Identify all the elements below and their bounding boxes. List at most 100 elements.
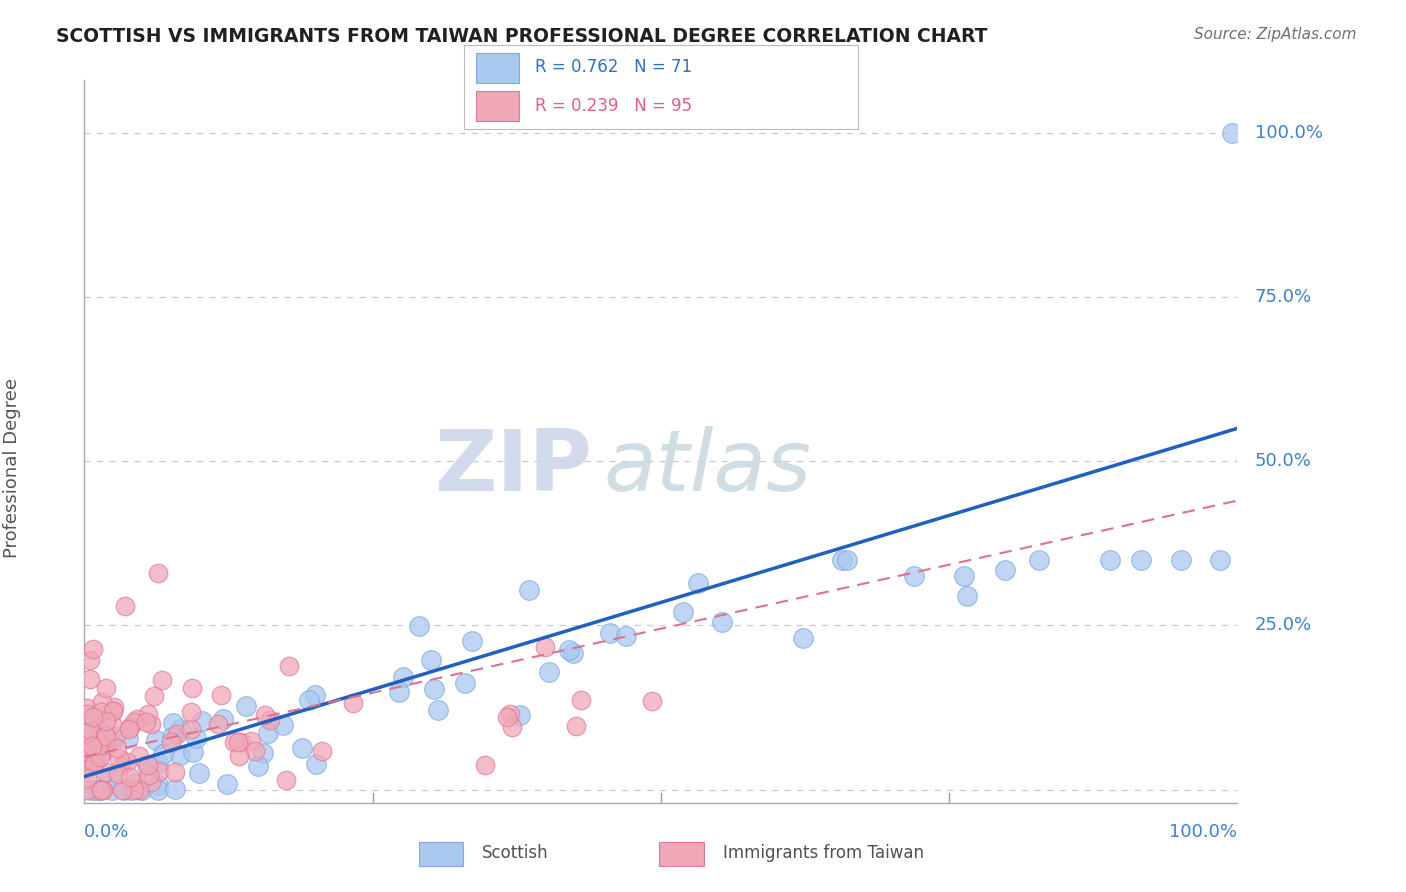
Point xyxy=(97,770,120,784)
Point xyxy=(209,688,232,702)
Point xyxy=(160,730,183,744)
Point xyxy=(90,782,112,797)
Point xyxy=(90,738,112,752)
Point xyxy=(114,599,136,613)
Point xyxy=(89,782,111,797)
Point xyxy=(565,719,588,733)
Text: Scottish: Scottish xyxy=(482,844,548,862)
Point xyxy=(148,566,170,580)
Point xyxy=(138,767,160,781)
Point xyxy=(956,589,979,603)
Point xyxy=(159,735,181,749)
Point xyxy=(115,756,138,770)
Point xyxy=(80,739,103,754)
Point xyxy=(148,764,170,778)
Point xyxy=(165,765,187,780)
Point xyxy=(122,714,145,729)
Point xyxy=(89,722,111,736)
Point xyxy=(169,722,191,736)
Point xyxy=(1130,553,1153,567)
Text: R = 0.239   N = 95: R = 0.239 N = 95 xyxy=(534,96,692,114)
Point xyxy=(91,695,114,709)
Text: Immigrants from Taiwan: Immigrants from Taiwan xyxy=(723,844,924,862)
Point xyxy=(240,734,263,748)
FancyBboxPatch shape xyxy=(475,54,519,83)
Text: 75.0%: 75.0% xyxy=(1254,288,1312,306)
Point xyxy=(125,775,148,789)
Point xyxy=(215,777,238,791)
Point xyxy=(599,626,621,640)
Point xyxy=(82,710,104,724)
Point xyxy=(82,782,104,797)
Point xyxy=(291,741,314,756)
Point xyxy=(111,782,134,797)
Point xyxy=(80,723,103,738)
Point xyxy=(90,705,112,719)
Point xyxy=(243,744,266,758)
Point xyxy=(84,753,107,767)
Point xyxy=(259,714,281,728)
Point xyxy=(107,766,129,780)
Point xyxy=(80,740,103,755)
Point xyxy=(131,782,153,797)
Point xyxy=(1220,126,1243,140)
Point xyxy=(207,716,229,731)
Point xyxy=(952,569,974,583)
Point xyxy=(128,782,150,797)
Text: 0.0%: 0.0% xyxy=(84,822,129,840)
Point xyxy=(224,735,246,749)
Point xyxy=(122,782,145,797)
Point xyxy=(188,766,211,780)
Point xyxy=(117,731,139,746)
Point xyxy=(83,756,105,770)
Point xyxy=(420,653,443,667)
Point xyxy=(79,672,101,686)
Point xyxy=(90,782,112,797)
Point xyxy=(82,641,104,656)
Point xyxy=(150,673,173,687)
Point xyxy=(304,756,326,771)
Point xyxy=(831,553,853,567)
Point xyxy=(558,642,581,657)
Point xyxy=(112,782,135,797)
Point xyxy=(105,741,128,756)
Point xyxy=(76,715,98,730)
Point xyxy=(96,736,118,750)
Point xyxy=(118,720,141,734)
Point xyxy=(145,732,167,747)
Point xyxy=(392,670,415,684)
Point xyxy=(146,756,169,771)
Point xyxy=(76,701,98,715)
Point xyxy=(135,715,157,730)
Point xyxy=(108,751,131,765)
Point xyxy=(235,698,257,713)
Point xyxy=(111,757,134,772)
Point xyxy=(499,707,522,722)
Point xyxy=(118,722,141,736)
Point xyxy=(454,676,477,690)
Point xyxy=(688,576,710,591)
Point xyxy=(181,681,204,696)
Point xyxy=(792,631,814,645)
Point xyxy=(181,745,204,759)
Point xyxy=(105,729,128,743)
Point xyxy=(136,757,159,772)
Point xyxy=(100,736,122,750)
Text: ZIP: ZIP xyxy=(434,426,592,509)
Point xyxy=(903,568,925,582)
Text: Source: ZipAtlas.com: Source: ZipAtlas.com xyxy=(1194,27,1357,42)
Point xyxy=(509,708,531,723)
Point xyxy=(76,756,98,770)
Point xyxy=(139,775,162,789)
Point xyxy=(76,746,98,760)
Point xyxy=(128,749,150,764)
Point xyxy=(311,744,333,758)
Point xyxy=(252,746,274,760)
Point xyxy=(79,652,101,666)
Point xyxy=(101,717,124,731)
Point xyxy=(76,748,98,763)
FancyBboxPatch shape xyxy=(475,91,519,120)
Point xyxy=(190,714,212,728)
Point xyxy=(118,770,141,784)
FancyBboxPatch shape xyxy=(659,842,704,866)
